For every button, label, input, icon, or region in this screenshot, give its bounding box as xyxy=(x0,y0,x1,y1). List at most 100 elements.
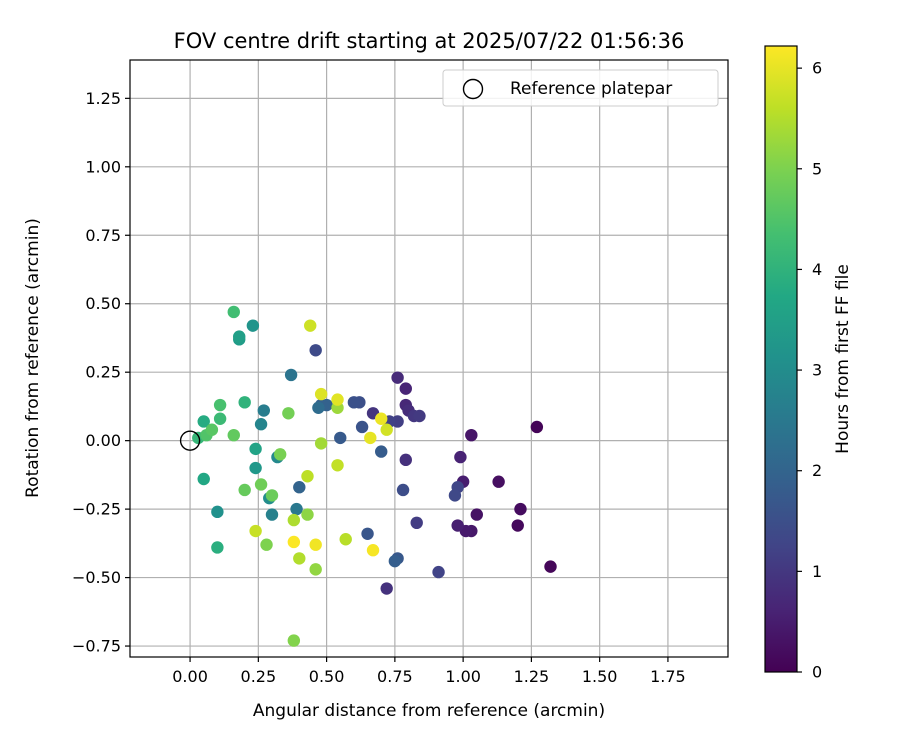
data-point xyxy=(312,401,325,414)
x-tick-label: 0.00 xyxy=(172,667,208,686)
grid xyxy=(130,60,728,657)
data-point xyxy=(366,543,380,557)
colorbar-label: Hours from first FF file xyxy=(833,264,853,454)
data-point xyxy=(304,319,317,332)
data-point xyxy=(213,412,227,425)
data-point xyxy=(265,489,279,502)
data-point xyxy=(246,319,260,332)
data-point xyxy=(287,634,301,647)
data-point xyxy=(309,344,322,357)
data-point xyxy=(309,538,322,551)
data-point xyxy=(211,505,224,519)
colorbar-tick-label: 6 xyxy=(812,59,822,78)
data-point xyxy=(273,448,287,461)
x-tick-label: 1.50 xyxy=(582,667,618,686)
data-point xyxy=(213,398,227,412)
data-point xyxy=(309,563,322,576)
y-tick-label: 1.25 xyxy=(85,89,121,108)
legend-box xyxy=(442,69,719,107)
data-point xyxy=(314,437,328,450)
data-point xyxy=(391,371,404,384)
data-points xyxy=(192,305,557,647)
data-point xyxy=(454,450,467,464)
data-point xyxy=(347,396,361,409)
legend: Reference platepar xyxy=(442,69,719,107)
data-point xyxy=(399,453,412,467)
data-point xyxy=(301,508,314,521)
data-point xyxy=(432,565,445,579)
data-point xyxy=(375,445,388,458)
y-axis-label: Rotation from reference (arcmin) xyxy=(23,218,43,498)
data-point xyxy=(227,428,240,442)
y-tick-label: 0.75 xyxy=(85,226,121,245)
plot-frame xyxy=(129,59,729,658)
data-point xyxy=(287,513,301,527)
data-point xyxy=(260,538,273,551)
data-point xyxy=(380,582,393,595)
data-point xyxy=(380,423,393,436)
data-point xyxy=(238,396,251,409)
data-point xyxy=(254,478,268,491)
data-point xyxy=(211,541,224,554)
data-point xyxy=(254,418,268,431)
data-point xyxy=(249,524,262,538)
data-point xyxy=(331,459,344,472)
legend-entry-reference: Reference platepar xyxy=(510,79,672,99)
data-point xyxy=(249,442,262,456)
data-point xyxy=(399,382,412,395)
data-point xyxy=(314,387,328,401)
colorbar-tick-label: 3 xyxy=(812,361,822,380)
y-tick-label: 1.00 xyxy=(85,157,121,176)
data-point xyxy=(530,420,544,434)
x-axis-label: Angular distance from reference (arcmin) xyxy=(253,701,605,721)
data-point xyxy=(238,483,251,497)
colorbar-tick-label: 5 xyxy=(812,159,822,178)
x-tick-label: 1.25 xyxy=(514,667,550,686)
data-point xyxy=(339,533,352,546)
data-point xyxy=(396,483,410,497)
colorbar-tick-label: 1 xyxy=(812,562,822,581)
colorbar-tick-label: 0 xyxy=(812,663,822,682)
data-point xyxy=(544,560,557,573)
data-point xyxy=(361,527,374,540)
data-point xyxy=(265,508,279,521)
y-tick-label: −0.75 xyxy=(72,637,121,656)
reference-platepar-marker xyxy=(179,430,201,451)
data-point xyxy=(470,508,483,521)
x-axis-ticks: 0.00 0.25 0.50 0.75 1.00 1.25 1.50 1.75 xyxy=(172,657,686,686)
data-point xyxy=(364,431,377,445)
data-point xyxy=(410,516,423,530)
data-point xyxy=(284,368,298,382)
colorbar-tick-label: 4 xyxy=(812,260,822,279)
data-point xyxy=(514,502,527,516)
colorbar-tick-label: 2 xyxy=(812,461,822,480)
colorbar-ticks: 0 1 2 3 4 5 6 xyxy=(797,59,822,682)
y-tick-label: 0.00 xyxy=(85,431,121,450)
chart-title: FOV centre drift starting at 2025/07/22 … xyxy=(174,29,685,53)
data-point xyxy=(334,431,347,445)
data-point xyxy=(287,535,301,549)
data-point xyxy=(282,407,295,420)
data-point xyxy=(388,554,402,568)
y-tick-label: 0.50 xyxy=(85,294,121,313)
data-point xyxy=(249,461,262,475)
data-point xyxy=(205,423,219,436)
data-point xyxy=(448,489,462,502)
data-point xyxy=(290,502,303,516)
data-point xyxy=(293,481,306,494)
x-tick-label: 0.25 xyxy=(241,667,277,686)
data-point xyxy=(197,415,210,428)
data-point xyxy=(451,519,464,532)
data-point xyxy=(511,519,524,532)
data-point xyxy=(465,428,478,442)
data-point xyxy=(293,552,306,565)
y-axis-ticks: 1.25 1.00 0.75 0.50 0.25 0.00 −0.25 −0.50 −0.75 xyxy=(72,89,130,656)
data-point xyxy=(413,409,426,423)
data-point xyxy=(227,305,240,319)
y-tick-label: −0.50 xyxy=(72,568,121,587)
legend-marker-reference xyxy=(462,78,484,100)
y-tick-label: 0.25 xyxy=(85,363,121,382)
x-tick-label: 0.50 xyxy=(309,667,345,686)
data-point xyxy=(301,470,314,483)
